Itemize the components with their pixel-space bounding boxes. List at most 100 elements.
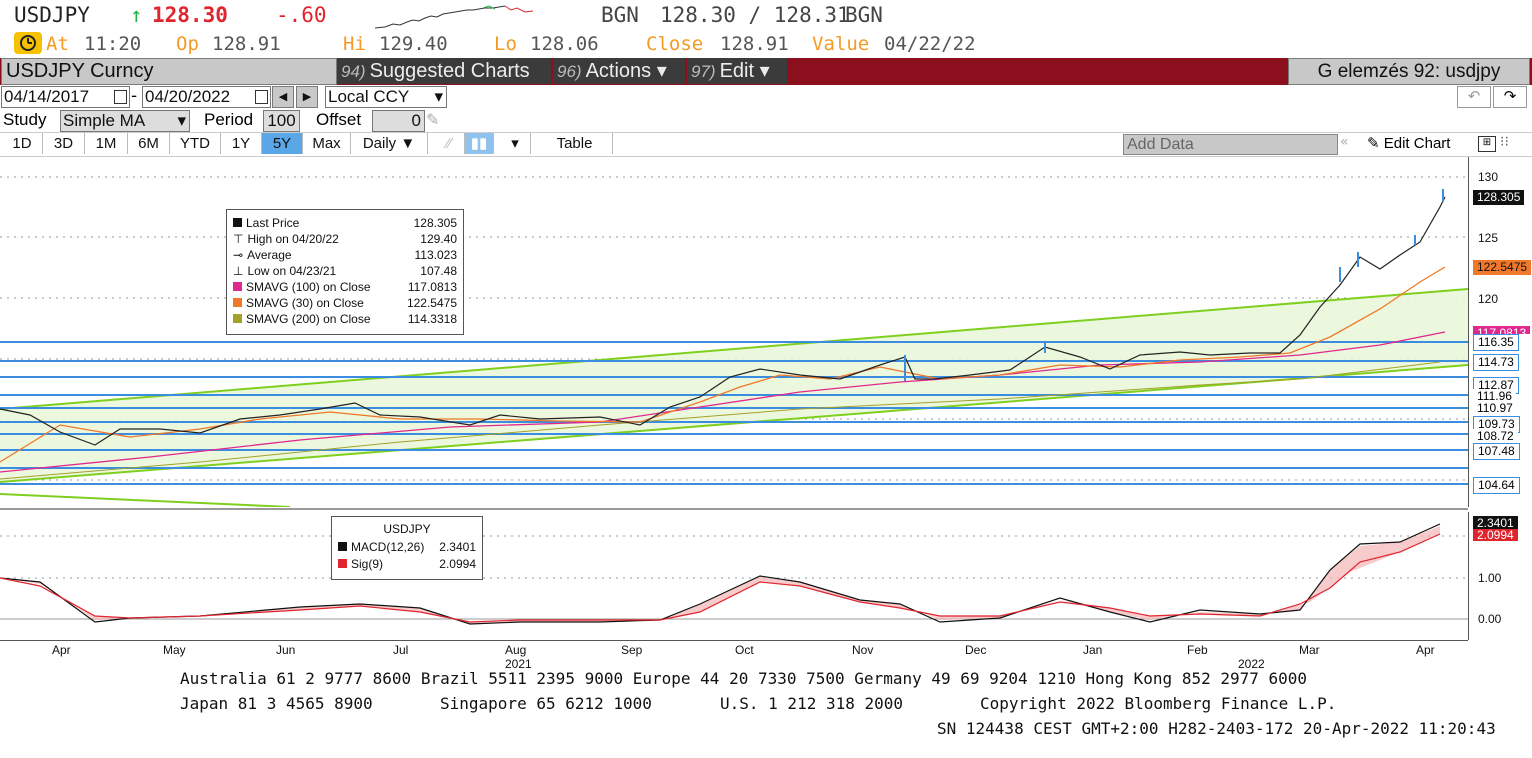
bid-source: BGN (601, 3, 639, 27)
value-label: Value (812, 33, 870, 55)
range-5y[interactable]: 5Y (262, 133, 303, 154)
legend-last-price: Last Price 128.305 (233, 216, 457, 230)
legend-average: ⊸ Average 113.023 (233, 248, 457, 262)
currency-select[interactable]: Local CCY ▾ (325, 86, 447, 108)
level-tag-5: 110.97 (1473, 401, 1517, 416)
chevron-down-icon: ▾ (177, 111, 186, 130)
actions-label: Actions ▾ (585, 60, 667, 82)
edit-chart-button[interactable]: ✎ Edit Chart (1367, 134, 1450, 153)
actions-number: 96) (557, 62, 582, 81)
collapse-icon[interactable]: « (1340, 134, 1349, 150)
security-field[interactable]: USDJPY Curncy (1, 58, 337, 85)
prev-period-button[interactable]: ◀ (272, 86, 294, 108)
level-tag-9: 104.64 (1473, 477, 1520, 494)
swatch (233, 298, 242, 307)
range-max[interactable]: Max (303, 133, 351, 154)
year-label: 2021 (505, 657, 532, 671)
period-label: Period (204, 110, 254, 129)
end-date: 04/20/2022 (145, 87, 231, 106)
level-tag-8: 107.48 (1473, 443, 1520, 460)
legend-signal: Sig(9) 2.0994 (338, 557, 476, 571)
end-date-field[interactable]: 04/20/2022 (142, 86, 271, 108)
last-price: 128.30 (152, 3, 228, 27)
redo-icon[interactable]: ↷ (1493, 86, 1527, 108)
legend-sma30: SMAVG (30) on Close 122.5475 (233, 296, 457, 310)
year-label: 2022 (1238, 657, 1265, 671)
line-chart-icon[interactable]: ⁄⁄ (434, 133, 465, 154)
swatch (233, 218, 242, 227)
candle-chart-icon[interactable]: ▮▮ (465, 133, 494, 154)
macd-tick-0: 0.00 (1478, 612, 1502, 626)
month-label: Sep (621, 643, 643, 657)
sma30-tag: 122.5475 (1473, 260, 1532, 275)
macd-tick-1: 1.00 (1478, 571, 1502, 585)
at-label: At (46, 33, 69, 55)
month-label: Apr (52, 643, 71, 657)
function-title: G elemzés 92: usdjpy (1288, 58, 1530, 85)
calendar-icon[interactable] (255, 90, 268, 104)
date-separator: - (131, 86, 138, 106)
table-button[interactable]: Table (537, 133, 613, 154)
range-ytd[interactable]: YTD (170, 133, 221, 154)
high-label: Hi (343, 33, 366, 55)
month-label: Mar (1299, 643, 1320, 657)
month-label: Jan (1083, 643, 1103, 657)
next-period-button[interactable]: ▶ (296, 86, 318, 108)
footer-phone-japan: Japan 81 3 4565 8900 (180, 694, 373, 713)
x-axis-line (0, 640, 1468, 641)
edit-menu-button[interactable]: 97) Edit ▾ (687, 58, 787, 84)
range-3d[interactable]: 3D (43, 133, 85, 154)
clock-icon[interactable] (14, 32, 42, 54)
chart-settings-icon[interactable]: ⊞ (1478, 136, 1496, 152)
month-label: Apr (1416, 643, 1435, 657)
suggested-charts-button[interactable]: 94) Suggested Charts (337, 58, 551, 84)
ticker-symbol: USDJPY (14, 3, 90, 27)
undo-icon[interactable]: ↶ (1457, 86, 1491, 108)
macd-tag: 2.3401 (1473, 516, 1518, 531)
more-icon[interactable]: ⁝⁝ (1500, 134, 1509, 150)
actions-menu-button[interactable]: 96) Actions ▾ (553, 58, 685, 84)
footer-copyright: Copyright 2022 Bloomberg Finance L.P. (980, 694, 1337, 713)
legend-macd: MACD(12,26) 2.3401 (338, 540, 476, 554)
frequency-select[interactable]: Daily ▼ (351, 133, 428, 154)
pane-divider[interactable] (0, 508, 1468, 510)
up-arrow-icon: ↑ (130, 3, 143, 27)
level-tag-2: 114.73 (1473, 354, 1519, 371)
range-1m[interactable]: 1M (85, 133, 128, 154)
add-data-input[interactable]: Add Data (1123, 134, 1338, 155)
at-time: 11:20 (84, 33, 142, 55)
chevron-down-icon: ▾ (434, 87, 443, 106)
month-label: Feb (1187, 643, 1208, 657)
study-value: Simple MA (63, 111, 146, 130)
edit-chart-label: Edit Chart (1383, 135, 1451, 152)
offset-input[interactable]: 0 (372, 110, 425, 132)
tick-125: 125 (1478, 231, 1499, 245)
legend-low: ⊥ Low on 04/23/21 107.48 (233, 264, 457, 278)
range-1y[interactable]: 1Y (221, 133, 262, 154)
calendar-icon[interactable] (114, 90, 127, 104)
swatch (233, 314, 242, 323)
range-6m[interactable]: 6M (128, 133, 170, 154)
last-price-tag: 128.305 (1473, 190, 1525, 205)
range-1d[interactable]: 1D (2, 133, 43, 154)
period-input[interactable]: 100 (263, 110, 300, 132)
value-date: 04/22/22 (884, 33, 976, 55)
level-tag-7: 108.72 (1473, 429, 1518, 444)
month-label: Dec (965, 643, 987, 657)
pencil-icon[interactable]: ✎ (426, 110, 440, 129)
month-label: Aug (505, 643, 527, 657)
price-chart[interactable] (0, 157, 1532, 507)
suggested-label: Suggested Charts (369, 60, 530, 82)
level-tag-4: 111.96 (1473, 389, 1516, 404)
month-label: May (163, 643, 186, 657)
open-label: Op (176, 33, 199, 55)
macd-chart[interactable] (0, 512, 1468, 640)
study-select[interactable]: Simple MA ▾ (60, 110, 190, 132)
footer-phone-singapore: Singapore 65 6212 1000 (440, 694, 652, 713)
level-tag-6: 109.73 (1473, 416, 1520, 433)
legend-sma200: SMAVG (200) on Close 114.3318 (233, 312, 457, 326)
chart-type-caret-icon[interactable]: ▾ (500, 133, 531, 154)
macd-legend: USDJPY MACD(12,26) 2.3401 Sig(9) 2.0994 (331, 516, 483, 580)
legend-sma100: SMAVG (100) on Close 117.0813 (233, 280, 457, 294)
start-date-field[interactable]: 04/14/2017 (1, 86, 130, 108)
